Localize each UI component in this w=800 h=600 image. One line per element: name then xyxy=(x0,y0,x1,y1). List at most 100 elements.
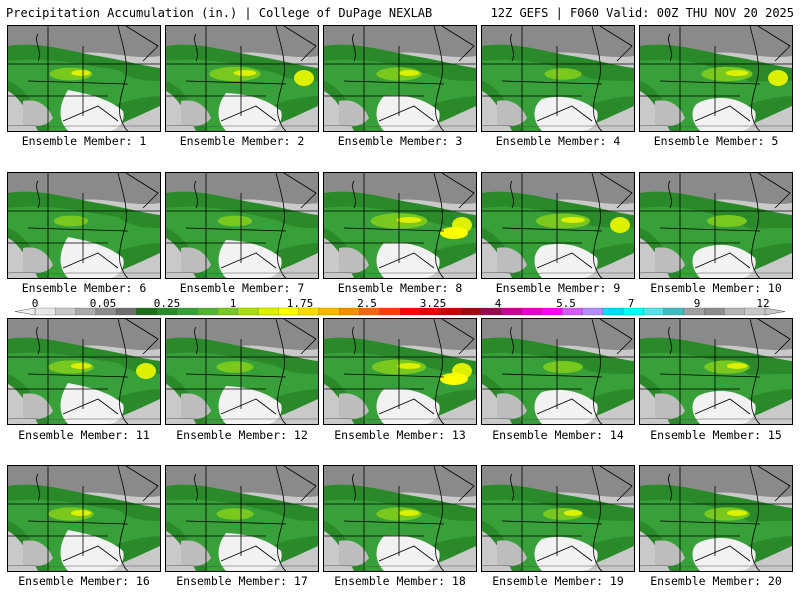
state-boundary xyxy=(36,33,40,62)
county-lines xyxy=(324,125,476,127)
state-boundary xyxy=(501,373,603,378)
state-boundary xyxy=(283,466,317,502)
state-boundary xyxy=(36,326,40,355)
precip-heavy xyxy=(726,363,748,369)
state-boundary xyxy=(668,473,672,502)
dry-area-west xyxy=(181,100,211,127)
dry-area xyxy=(218,240,282,278)
precip-heavy xyxy=(398,510,420,516)
dry-area-west xyxy=(655,247,685,274)
dry-area xyxy=(218,533,282,571)
state-boundary xyxy=(352,180,356,209)
state-boundary xyxy=(27,373,129,378)
state-boundary xyxy=(125,26,159,62)
ensemble-member-label: Ensemble Member: 19 xyxy=(492,574,624,588)
legend-swatch xyxy=(257,307,279,316)
precip-heavy xyxy=(398,70,420,76)
legend-tick-label: 7 xyxy=(627,297,635,310)
state-boundary xyxy=(757,26,791,62)
state-boundary xyxy=(62,105,119,122)
ensemble-map-panel xyxy=(323,465,477,572)
state-boundary xyxy=(668,326,672,355)
state-boundary xyxy=(501,80,603,85)
state-boundary xyxy=(185,227,287,232)
legend-tick-label: 0.25 xyxy=(153,297,181,310)
state-boundary xyxy=(220,105,277,122)
ensemble-member-label: Ensemble Member: 8 xyxy=(337,281,463,295)
legend-tick-label: 1.75 xyxy=(286,297,314,310)
dry-area-west xyxy=(23,100,53,127)
state-boundary xyxy=(599,26,633,62)
county-lines xyxy=(640,272,792,274)
ensemble-map-panel xyxy=(323,25,477,132)
dry-area xyxy=(60,90,124,131)
ensemble-map-panel xyxy=(481,25,635,132)
state-boundary xyxy=(668,180,672,209)
dry-area xyxy=(60,530,124,571)
precip-moderate xyxy=(216,361,254,373)
state-boundary xyxy=(283,26,317,62)
legend-tick-label: 9 xyxy=(693,297,701,310)
state-boundary xyxy=(757,319,791,355)
state-boundary xyxy=(441,26,475,62)
precip-heavy xyxy=(726,510,748,516)
legend-tick-label: 0.05 xyxy=(89,297,117,310)
state-boundary xyxy=(62,545,119,562)
ensemble-member-label: Ensemble Member: 16 xyxy=(18,574,150,588)
precip-heavy xyxy=(70,363,92,369)
state-boundary xyxy=(378,105,435,122)
legend-swatch xyxy=(55,307,77,316)
state-boundary xyxy=(343,227,445,232)
state-boundary xyxy=(36,180,40,209)
dry-area-west xyxy=(339,100,369,127)
precip-moderate xyxy=(216,508,254,520)
state-boundary xyxy=(659,373,761,378)
state-boundary xyxy=(125,173,159,209)
legend-swatch xyxy=(197,307,219,316)
legend-swatch xyxy=(318,307,340,316)
dry-area xyxy=(534,243,598,278)
county-lines xyxy=(640,565,792,567)
legend-swatch xyxy=(724,307,746,316)
dry-area xyxy=(692,537,756,571)
state-boundary xyxy=(283,173,317,209)
county-lines xyxy=(324,418,476,420)
precip-heavy xyxy=(70,510,92,516)
state-boundary xyxy=(185,520,287,525)
state-boundary xyxy=(220,252,277,269)
dry-area-west xyxy=(497,247,527,274)
county-lines xyxy=(482,125,634,127)
state-boundary xyxy=(536,105,593,122)
dry-area xyxy=(376,535,440,571)
legend-swatch xyxy=(460,307,482,316)
ensemble-map-panel xyxy=(165,318,319,425)
state-boundary xyxy=(694,252,751,269)
precip-heavy-offshore xyxy=(610,217,630,233)
legend-swatch xyxy=(501,307,523,316)
ensemble-member-label: Ensemble Member: 12 xyxy=(176,428,308,442)
county-lines xyxy=(8,418,160,420)
state-boundary xyxy=(659,520,761,525)
county-lines xyxy=(640,418,792,420)
state-boundary xyxy=(441,173,475,209)
dry-area-west xyxy=(497,540,527,567)
precip-heavy xyxy=(396,217,422,223)
ensemble-map-panel xyxy=(7,25,161,132)
dry-area-west xyxy=(655,100,685,127)
state-boundary xyxy=(36,473,40,502)
ensemble-member-label: Ensemble Member: 18 xyxy=(334,574,466,588)
dry-area xyxy=(376,242,440,278)
county-lines xyxy=(324,272,476,274)
state-boundary xyxy=(757,466,791,502)
precip-moderate xyxy=(543,361,583,373)
state-boundary xyxy=(599,173,633,209)
state-boundary xyxy=(694,105,751,122)
county-lines xyxy=(166,272,318,274)
ensemble-map-panel xyxy=(165,172,319,279)
precip-moderate xyxy=(707,215,747,227)
map-title: Precipitation Accumulation (in.) | Colle… xyxy=(6,6,433,20)
dry-area xyxy=(376,95,440,131)
ensemble-member-label: Ensemble Member: 14 xyxy=(492,428,624,442)
ensemble-member-label: Ensemble Member: 6 xyxy=(21,281,147,295)
state-boundary xyxy=(659,227,761,232)
